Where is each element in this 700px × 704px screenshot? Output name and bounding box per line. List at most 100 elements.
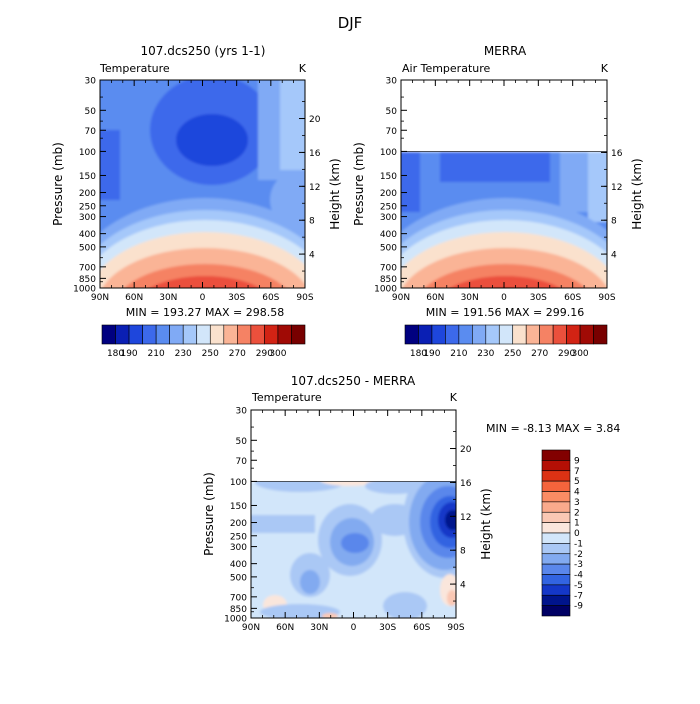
panel-diff-colorbar-label: -7 — [574, 591, 583, 601]
panel-diff-colorbar-label: 0 — [574, 529, 580, 539]
panel-model-colorbar-label: 270 — [229, 349, 246, 359]
panel-merra-variable: Air Temperature — [402, 62, 491, 75]
panel-model: 107.dcs250 (yrs 1-1) Temperature K — [51, 44, 342, 359]
panel-diff-xtick-label: 30N — [310, 623, 328, 633]
panel-merra-colorbar-swatch — [431, 324, 446, 345]
panel-diff-ytick-label: 250 — [230, 532, 247, 542]
panel-diff-ytick-right-label: 12 — [460, 513, 471, 523]
panel-model-colorbar-swatch — [169, 324, 184, 345]
panel-diff-colorbar-swatch — [541, 522, 571, 534]
panel-model-colorbar-label: 190 — [120, 349, 137, 359]
panel-merra-colorbar-label: 270 — [531, 349, 548, 359]
panel-model-colorbar-swatch — [277, 324, 292, 345]
panel-merra-colorbar-label: 290 — [558, 349, 575, 359]
panel-merra-colorbar-swatch — [418, 324, 433, 345]
panel-model-ytick-right-label: 4 — [309, 251, 315, 261]
panel-diff-colorbar-swatch — [541, 584, 571, 596]
panel-model-colorbar-label: 210 — [148, 349, 165, 359]
panel-model-ytick-label: 300 — [79, 213, 96, 223]
panel-diff-colorbar-label: 2 — [574, 508, 580, 518]
panel-diff-variable: Temperature — [251, 391, 322, 404]
panel-diff-ytick-label: 50 — [236, 437, 248, 447]
panel-merra-colorbar-label: 250 — [504, 349, 521, 359]
panel-merra-colorbar-label: 190 — [423, 349, 440, 359]
panel-diff-colorbar-label: -9 — [574, 602, 583, 612]
panel-diff-colorbar-swatch — [541, 491, 571, 503]
panel-diff-colorbar-label: -5 — [574, 581, 583, 591]
panel-model-ytick-label: 150 — [79, 172, 96, 182]
panel-merra-xtick-label: 90N — [392, 293, 410, 303]
panel-diff-ytick-label: 300 — [230, 543, 247, 553]
panel-merra-colorbar-swatch — [485, 324, 500, 345]
panel-diff-colorbar-label: 3 — [574, 498, 580, 508]
panel-model-ytick-label: 1000 — [73, 285, 96, 295]
panel-merra-colorbar-label: 180 — [410, 349, 427, 359]
panel-model-ytick-label: 200 — [79, 189, 96, 199]
panel-merra-ytick-right-label: 8 — [611, 217, 617, 227]
panel-merra-xtick-label: 60N — [426, 293, 444, 303]
panel-model-title: 107.dcs250 (yrs 1-1) — [141, 44, 266, 58]
panel-diff-colorbar-swatch — [541, 543, 571, 555]
panel-diff-colorbar-swatch — [541, 532, 571, 544]
panel-diff-colorbar-swatch — [541, 460, 571, 472]
panel-merra-colorbar-swatch — [498, 324, 514, 345]
panel-model-ytick-label: 50 — [85, 107, 97, 117]
missing-data-mask — [251, 410, 456, 482]
panel-merra-ytick-label: 700 — [380, 263, 397, 273]
panel-model-ytick-label: 400 — [79, 230, 96, 240]
panel-merra-xtick-label: 30S — [530, 293, 547, 303]
panel-model-colorbar-swatch — [128, 324, 143, 345]
panel-merra-colorbar-swatch — [525, 324, 540, 345]
panel-diff-ytick-label: 100 — [230, 478, 247, 488]
panel-diff-ytick-right-label: 4 — [460, 581, 466, 591]
panel-diff-ytick-label: 500 — [230, 573, 247, 583]
panel-diff-units: K — [450, 391, 458, 404]
panel-merra-colorbar-swatch — [566, 324, 581, 345]
panel-merra-stats: MIN = 191.56 MAX = 299.16 — [426, 306, 584, 319]
panel-model-xtick-label: 30S — [228, 293, 245, 303]
panel-model-ylabel-right: Height (km) — [328, 158, 342, 229]
panel-model-units: K — [299, 62, 307, 75]
panel-model-colorbar-swatch — [142, 324, 157, 345]
panel-diff-ytick-label: 850 — [230, 605, 247, 615]
panel-diff-colorbar-label: 5 — [574, 477, 580, 487]
panel-model-ytick-label: 700 — [79, 263, 96, 273]
contour-t280 — [149, 276, 261, 288]
panel-diff-colorbar-swatch — [541, 594, 571, 606]
panel-model-colorbar-swatch — [264, 324, 279, 345]
panel-model-ytick-label: 850 — [79, 275, 96, 285]
panel-model-colorbar-swatch — [196, 324, 211, 345]
panel-diff-xtick-label: 90S — [447, 623, 464, 633]
panel-diff-colorbar-swatch — [541, 480, 571, 492]
panel-diff-stats: MIN = -8.13 MAX = 3.84 — [486, 422, 620, 435]
panel-model-ytick-right-label: 20 — [309, 115, 321, 125]
panel-merra-ytick-label: 30 — [386, 77, 398, 87]
panel-merra-xtick-label: 30N — [461, 293, 479, 303]
panel-merra-colorbar-swatch — [445, 324, 460, 345]
panel-merra-colorbar-label: 230 — [477, 349, 494, 359]
panel-model-field — [100, 80, 305, 288]
panel-merra-ytick-label: 400 — [380, 230, 397, 240]
panel-model-colorbar-label: 230 — [175, 349, 192, 359]
panel-model-ytick-label: 250 — [79, 202, 96, 212]
panel-merra-ytick-label: 500 — [380, 243, 397, 253]
panel-merra-ytick-right-label: 4 — [611, 251, 617, 261]
panel-diff-colorbar-label: -3 — [574, 560, 583, 570]
panel-diff-colorbar-label: -1 — [574, 539, 583, 549]
panel-merra-ytick-label: 70 — [386, 127, 398, 137]
panel-diff-ytick-label: 400 — [230, 560, 247, 570]
panel-diff-xtick-label: 30S — [379, 623, 396, 633]
panel-merra-units: K — [601, 62, 609, 75]
panel-merra-colorbar-label: 210 — [450, 349, 467, 359]
panel-diff-colorbar-swatch — [541, 605, 571, 617]
panel-model-xtick-label: 0 — [200, 293, 206, 303]
panel-diff-ytick-right-label: 16 — [460, 479, 472, 489]
panel-diff-xtick-label: 60N — [276, 623, 294, 633]
panel-model-ylabel: Pressure (mb) — [51, 142, 65, 226]
panel-merra-ytick-label: 850 — [380, 275, 397, 285]
contour-sh-pole — [280, 80, 305, 170]
panel-diff-colorbar-label: 1 — [574, 519, 580, 529]
